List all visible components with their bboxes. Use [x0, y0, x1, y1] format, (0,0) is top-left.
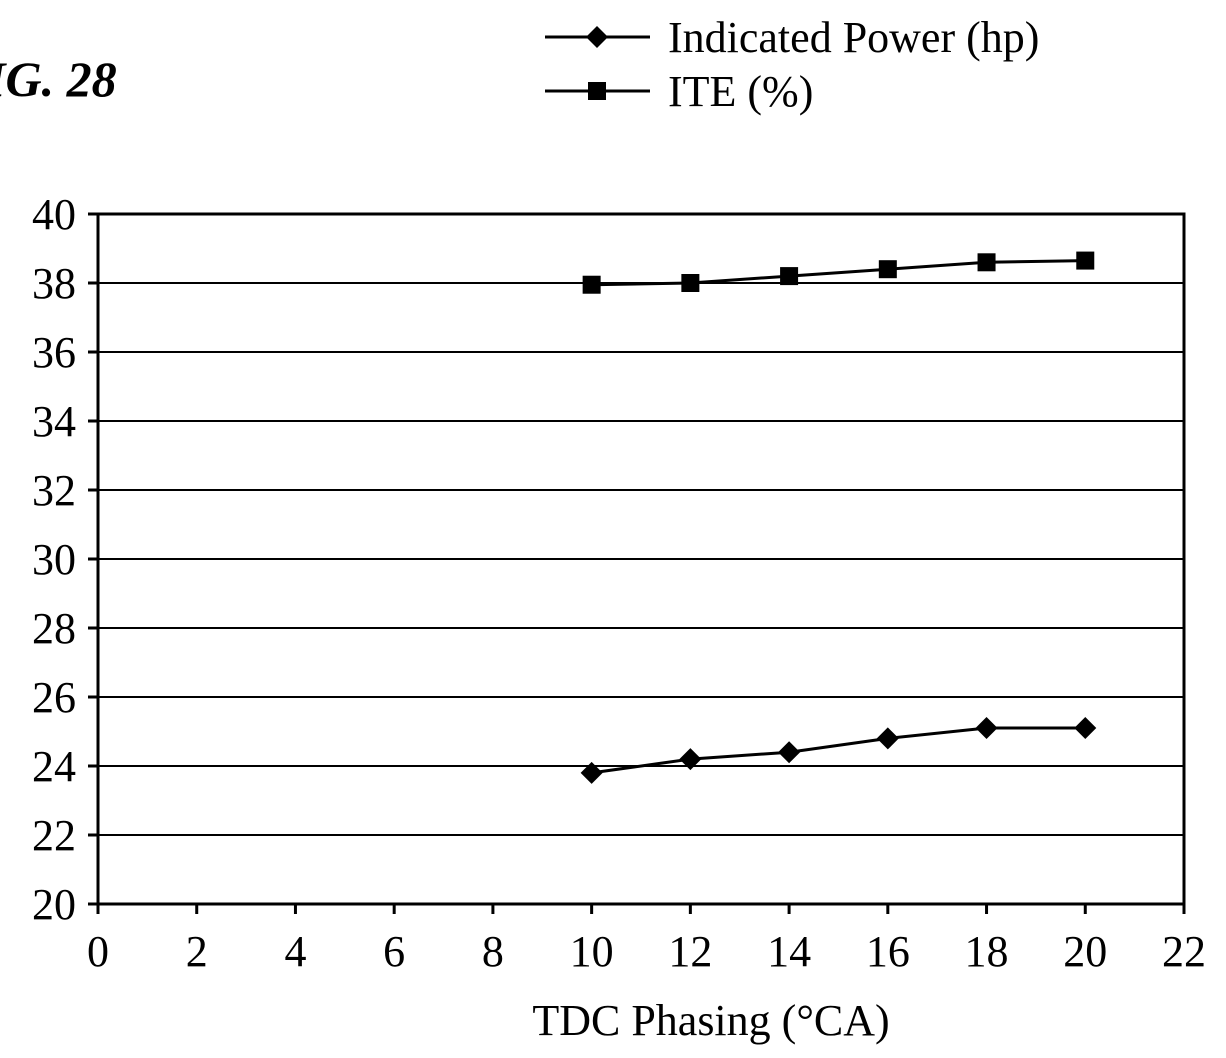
legend-marker: [586, 26, 608, 48]
legend-entry-1: Indicated Power (hp): [545, 13, 1039, 62]
y-tick-label: 22: [32, 811, 76, 860]
data-point: [879, 260, 897, 278]
y-tick-label: 32: [32, 466, 76, 515]
series-2: [583, 252, 1095, 294]
legend-marker: [588, 82, 606, 100]
x-tick-label: 4: [284, 927, 306, 976]
y-tick-label: 30: [32, 535, 76, 584]
x-tick-label: 22: [1162, 927, 1206, 976]
series-1: [581, 717, 1097, 784]
x-tick-label: 18: [965, 927, 1009, 976]
data-point: [1074, 717, 1096, 739]
x-tick-label: 2: [186, 927, 208, 976]
x-axis: 0 2 4 6 8 10 12 14 16 18 20 22: [87, 904, 1206, 976]
x-tick-label: 12: [668, 927, 712, 976]
y-tick-label: 26: [32, 673, 76, 722]
data-point: [778, 741, 800, 763]
x-axis-label: TDC Phasing (°CA): [532, 996, 889, 1045]
y-tick-label: 28: [32, 604, 76, 653]
y-tick-label: 20: [32, 880, 76, 929]
y-tick-label: 34: [32, 397, 76, 446]
data-point: [978, 253, 996, 271]
y-tick-label: 38: [32, 259, 76, 308]
y-tick-label: 24: [32, 742, 76, 791]
y-tick-label: 36: [32, 328, 76, 377]
data-point: [877, 727, 899, 749]
x-tick-label: 10: [570, 927, 614, 976]
legend-entry-2: ITE (%): [545, 67, 813, 116]
data-point: [976, 717, 998, 739]
data-point: [1076, 252, 1094, 270]
series-line: [592, 261, 1086, 285]
x-tick-label: 14: [767, 927, 811, 976]
x-tick-label: 8: [482, 927, 504, 976]
y-tick-label: 40: [32, 190, 76, 239]
legend-label: Indicated Power (hp): [668, 13, 1039, 62]
x-tick-label: 16: [866, 927, 910, 976]
series-layer: [581, 252, 1097, 784]
x-tick-label: 0: [87, 927, 109, 976]
x-tick-label: 6: [383, 927, 405, 976]
data-point: [681, 274, 699, 292]
x-tick-label: 20: [1063, 927, 1107, 976]
grid-lines: [98, 283, 1184, 835]
data-point: [780, 267, 798, 285]
legend: Indicated Power (hp) ITE (%): [545, 13, 1039, 116]
data-point: [583, 276, 601, 294]
y-axis: 20 22 24 26 28 30 32 34 36 38 40: [32, 190, 98, 929]
legend-label: ITE (%): [668, 67, 813, 116]
